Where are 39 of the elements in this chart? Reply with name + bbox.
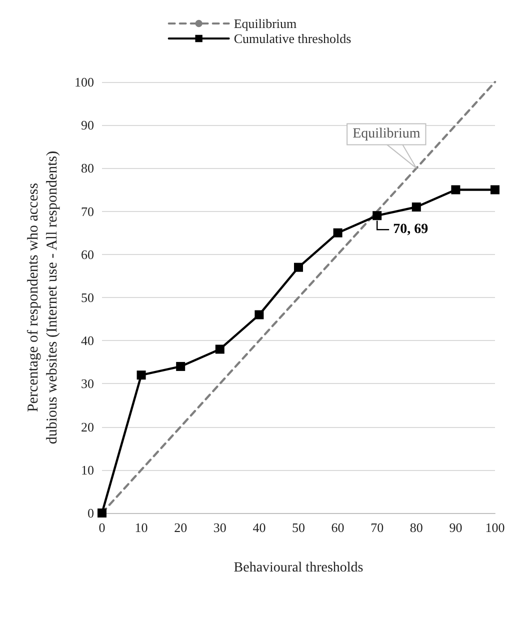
annotation: Equilibrium [352,126,420,142]
point [215,344,224,354]
x-tick-label: 100 [485,520,505,535]
y-tick-label: 20 [81,419,94,434]
point [136,370,146,380]
point [451,185,460,194]
y-tick-label: 10 [81,462,94,478]
x-tick-label: 80 [410,520,423,535]
point [412,202,421,212]
x-tick-label: 90 [449,520,462,535]
x-tick-label: 40 [252,520,266,535]
y-axis-title: Percentage of respondents who access dubious websites (Internet use - All respondents) [26,150,60,444]
point [98,508,106,518]
x-tick-label: 20 [174,520,188,535]
y-tick-label: 30 [81,376,94,392]
point [372,211,382,220]
x-tick-label: 50 [292,520,305,535]
y-tick-label: 40 [81,333,94,348]
x-tick-label: 30 [213,520,226,535]
point [294,262,303,272]
legend-label: Equilibrium [234,16,297,31]
y-tick-label: 90 [81,118,94,133]
y-tick-label: 60 [81,246,94,262]
legend-label: Cumulative thresholds [234,31,352,46]
point [490,185,500,194]
point [333,228,342,238]
x-tick-label: 70 [370,520,384,535]
y-tick-label: 50 [81,290,94,305]
annotation: 70, 69 [393,222,428,238]
x-axis-title: Behavioural thresholds [234,560,364,576]
x-tick-label: 60 [331,520,344,535]
y-tick-label: 70 [81,204,94,219]
point [254,310,264,320]
y-tick-label: 0 [88,506,94,520]
y-tick-label: 80 [81,160,94,176]
x-tick-label: 0 [98,520,106,535]
y-tick-label: 100 [74,74,94,90]
x-tick-label: 10 [134,520,148,535]
point [176,362,186,371]
